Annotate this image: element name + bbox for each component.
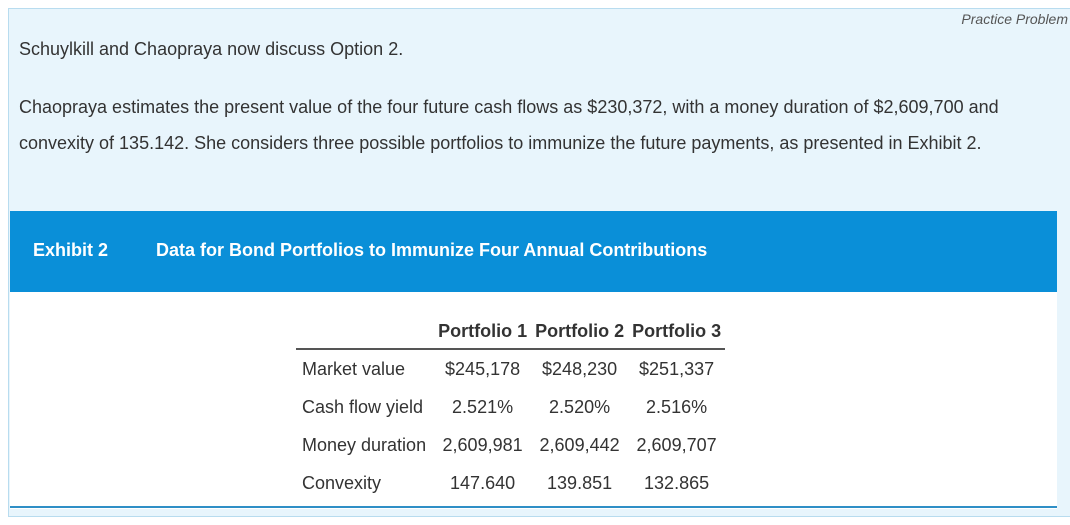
- exhibit-title: Data for Bond Portfolios to Immunize Fou…: [156, 240, 708, 260]
- table-cell: 2.521%: [452, 396, 514, 417]
- table-row: Convexity 147.640 139.851 132.865: [296, 464, 725, 502]
- description-paragraph: Chaopraya estimates the present value of…: [19, 97, 999, 153]
- exhibit-number: Exhibit 2: [33, 240, 109, 260]
- column-header: [296, 316, 435, 350]
- intro-paragraph: Schuylkill and Chaopraya now discuss Opt…: [19, 39, 404, 59]
- table-cell: $245,178: [445, 358, 521, 379]
- row-label: Convexity: [302, 472, 382, 493]
- table-cell: 2,609,981: [442, 434, 523, 455]
- row-label: Cash flow yield: [302, 396, 424, 417]
- row-label: Market value: [302, 358, 406, 379]
- row-label: Money duration: [302, 434, 427, 455]
- table-row: Cash flow yield 2.521% 2.520% 2.516%: [296, 388, 725, 426]
- portfolio-table: Portfolio 1 Portfolio 2 Portfolio 3 Mark…: [296, 316, 726, 502]
- column-header: Portfolio 2: [531, 316, 629, 350]
- table-row: Market value $245,178 $248,230 $251,337: [296, 349, 725, 388]
- table-cell: 2,609,442: [539, 434, 620, 455]
- table-cell: 2.520%: [549, 396, 611, 417]
- table-cell: $251,337: [639, 358, 715, 379]
- exhibit-header: Exhibit 2 Data for Bond Portfolios to Im…: [10, 211, 1057, 292]
- column-header: Portfolio 1: [434, 316, 532, 350]
- table-cell: 2,609,707: [636, 434, 717, 455]
- table-header-row: Portfolio 1 Portfolio 2 Portfolio 3: [296, 316, 726, 350]
- table-cell: $248,230: [542, 358, 618, 379]
- practice-problem-label: Practice Problem: [961, 11, 1068, 27]
- table-cell: 147.640: [450, 472, 516, 493]
- bottom-divider: [10, 506, 1057, 508]
- exhibit-box: Exhibit 2 Data for Bond Portfolios to Im…: [10, 211, 1057, 509]
- column-header: Portfolio 3: [628, 316, 726, 350]
- table-cell: 2.516%: [646, 396, 708, 417]
- table-row: Money duration 2,609,981 2,609,442 2,609…: [296, 426, 725, 464]
- table-cell: 132.865: [644, 472, 710, 493]
- table-cell: 139.851: [547, 472, 613, 493]
